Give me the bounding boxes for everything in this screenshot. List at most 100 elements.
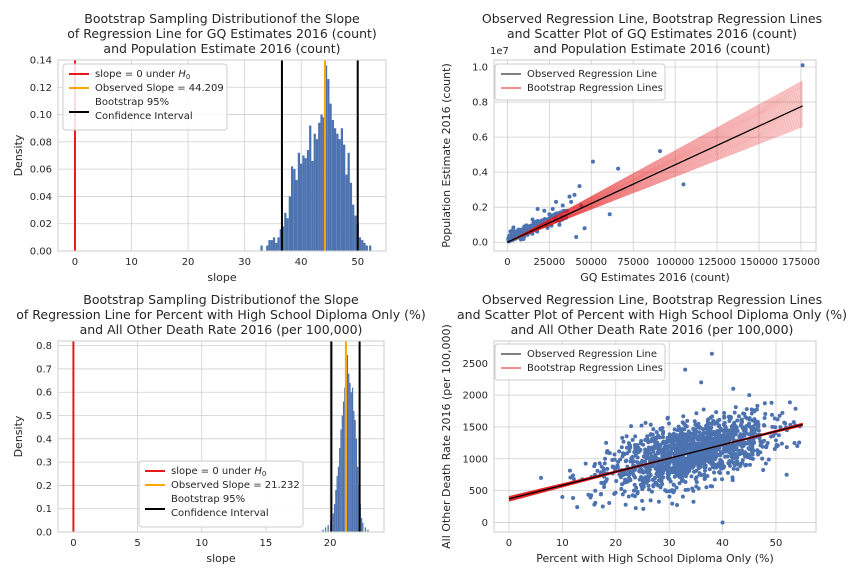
scatter-point [800,63,805,68]
scatter-point [679,468,684,473]
scatter-point [696,456,701,461]
scatter-point [571,477,576,482]
scatter-point [636,450,641,455]
y-tick-label: 0.6 [36,388,52,399]
histogram-bar [354,420,356,532]
x-tick-label: 0 [70,538,76,549]
plot-frame [57,340,385,533]
chart-title: of Regression Line for GQ Estimates 2016… [67,26,377,41]
bootstrap-line [507,116,803,243]
scatter-point [736,414,741,419]
histogram-bar [309,125,312,251]
histogram-bar [339,448,341,532]
scatter-point [712,465,717,470]
scatter-point [723,454,728,459]
scatter-point [770,412,775,417]
scatter-point [769,400,774,405]
histogram-bar [345,174,348,251]
scatter-point [791,420,796,425]
scatter-point [564,215,569,220]
plot-frame [57,59,387,252]
bootstrap-line [507,94,803,243]
y-tick-label: 0 [482,518,488,529]
histogram-bar [369,245,372,251]
scatter-point [750,452,755,457]
histogram-bar [284,212,287,251]
scatter-point [626,441,631,446]
scatter-point [733,405,738,410]
x-tick-label: 15 [260,538,273,549]
scatter-point [747,462,752,467]
scatter-point [661,440,666,445]
bootstrap-line [507,126,803,243]
histogram-bar [327,79,330,251]
scatter-point [750,444,755,449]
scatter-point [735,418,740,423]
scatter-point [710,414,715,419]
bootstrap-line [507,98,803,243]
scatter-point [757,436,762,441]
histogram-bar [318,122,321,251]
scatter-point [652,475,657,480]
scatter-point [699,380,704,385]
bootstrap-line [507,122,803,243]
scatter-point [709,433,714,438]
scatter-point [710,453,715,458]
x-tick-label: 10 [125,257,138,268]
scatter-point [635,491,640,496]
scatter-point [655,461,660,466]
scatter-point [643,447,648,452]
scatter-point [601,480,606,485]
scatter-point [639,423,644,428]
scatter-point [670,501,675,506]
chart-panel-2: 0 25000 50000 75000 100000 125000 150000 175000… [440,11,822,284]
bootstrap-line [507,119,803,243]
scatter-point [619,486,624,491]
scatter-point [612,465,617,470]
x-tick-label: 20 [609,538,622,549]
scatter-point [574,234,579,239]
scatter-point [696,464,701,469]
scatter-point [656,499,661,504]
chart-title: and All Other Death Rate 2016 (per 100,0… [511,322,794,337]
scatter-point [773,438,778,443]
scatter-point [731,386,736,391]
scatter-point [605,448,610,453]
bootstrap-line [507,121,803,243]
scatter-point [793,406,798,411]
scatter-point [690,486,695,491]
scatter-point [646,483,651,488]
scatter-point [643,420,648,425]
scatter-point [701,443,706,448]
scatter-point [740,419,745,424]
scatter-point [719,466,724,471]
scatter-point [646,463,651,468]
scatter-point [560,494,565,499]
scatter-point [684,439,689,444]
scatter-point [648,472,653,477]
scatter-point [718,470,723,475]
scatter-point [651,427,656,432]
scatter-point [590,159,595,164]
scatter-point [766,457,771,462]
scatter-point [632,443,637,448]
scatter-point [703,439,708,444]
scatter-point [627,448,632,453]
bootstrap-line [507,123,803,243]
histogram-bar [333,128,337,251]
x-tick-label: 5 [134,538,140,549]
scatter-point [599,464,604,469]
chart-panel-4: 0 10 20 30 40 5005001000150020002500Observed … [440,292,847,565]
scatter-point [665,471,670,476]
scatter-point [706,417,711,422]
y-tick-label: 0.6 [472,133,488,144]
scatter-point [680,443,685,448]
scatter-point [632,482,637,487]
chart-title: of Regression Line for Percent with High… [16,307,425,322]
chart-title: and Scatter Plot of GQ Estimates 2016 (c… [507,26,797,41]
scatter-point [666,421,671,426]
y-tick-label: 1000 [463,454,488,465]
scatter-point [613,490,618,495]
scatter-point [670,446,675,451]
scatter-point [792,441,797,446]
